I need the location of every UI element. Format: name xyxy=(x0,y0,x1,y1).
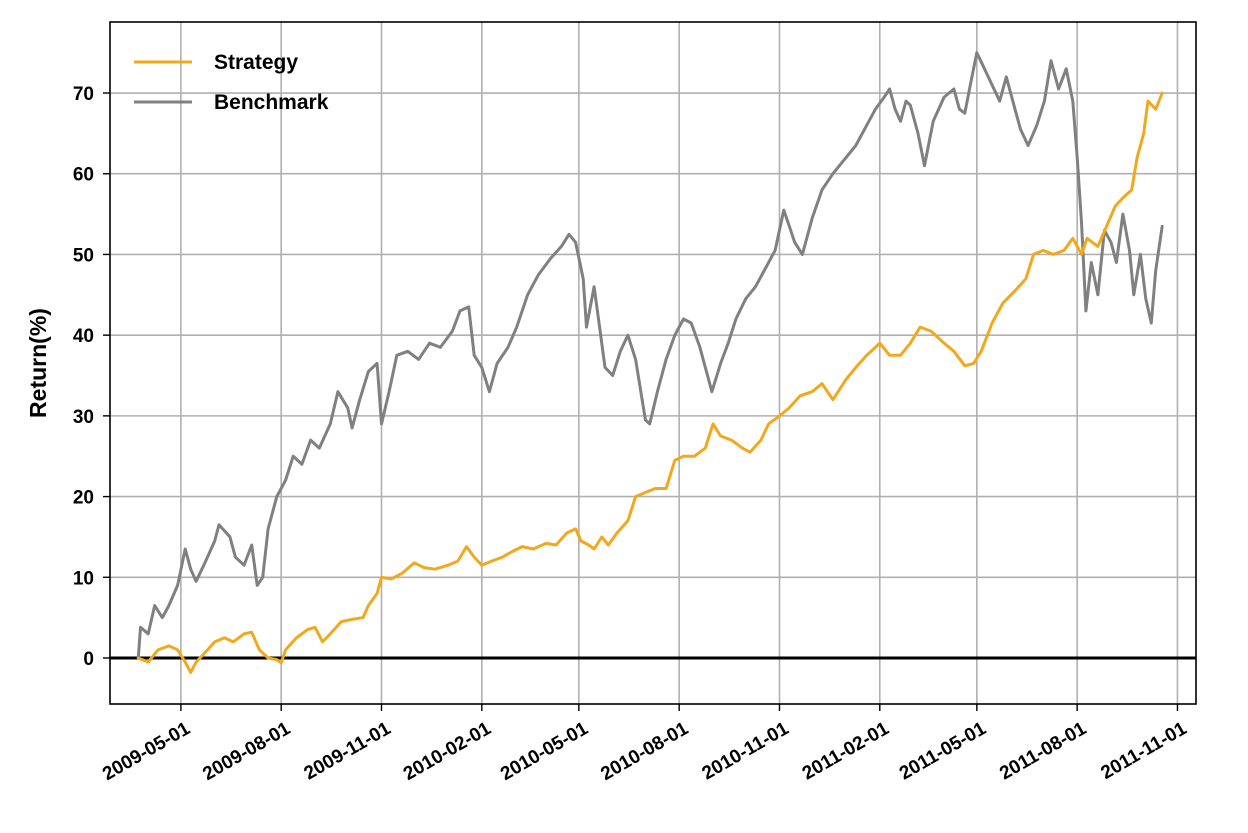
y-tick-label: 50 xyxy=(73,245,94,266)
legend-label-strategy: Strategy xyxy=(214,51,298,74)
y-axis-title: Return(%) xyxy=(25,308,51,418)
y-tick-label: 20 xyxy=(73,488,94,509)
series-line-benchmark xyxy=(136,51,1164,660)
y-tick-label: 30 xyxy=(73,407,94,428)
y-tick-label: 10 xyxy=(73,568,94,589)
y-tick-label: 60 xyxy=(73,165,94,186)
series-line-strategy xyxy=(136,91,1164,674)
x-tick-label: 2011-05-01 xyxy=(896,718,990,784)
plot-frame xyxy=(109,21,1197,705)
x-tick-label: 2010-05-01 xyxy=(497,718,592,785)
y-tick-label: 70 xyxy=(73,84,94,105)
x-tick-label: 2011-02-01 xyxy=(799,718,893,784)
y-tick-label: 0 xyxy=(83,649,94,670)
legend: Strategy Benchmark xyxy=(134,51,329,114)
x-tick-label: 2010-08-01 xyxy=(597,718,692,785)
grid xyxy=(110,22,1196,704)
y-tick-label: 40 xyxy=(73,326,94,347)
x-tick-label: 2009-08-01 xyxy=(199,718,294,785)
x-tick-label: 2009-11-01 xyxy=(301,718,395,784)
x-tick-label: 2009-05-01 xyxy=(99,718,194,785)
x-tick-label: 2011-11-01 xyxy=(1098,718,1191,784)
series-layer xyxy=(136,51,1164,674)
x-tick-label: 2010-02-01 xyxy=(400,718,495,785)
x-tick-label: 2011-08-01 xyxy=(996,718,1090,784)
legend-label-benchmark: Benchmark xyxy=(214,91,329,114)
x-tick-label: 2010-11-01 xyxy=(699,718,793,784)
y-axis: 0 10 20 30 40 50 60 70 xyxy=(73,84,110,670)
x-axis: 2009-05-01 2009-08-01 2009-11-01 2010-02-01… xyxy=(99,704,1191,785)
